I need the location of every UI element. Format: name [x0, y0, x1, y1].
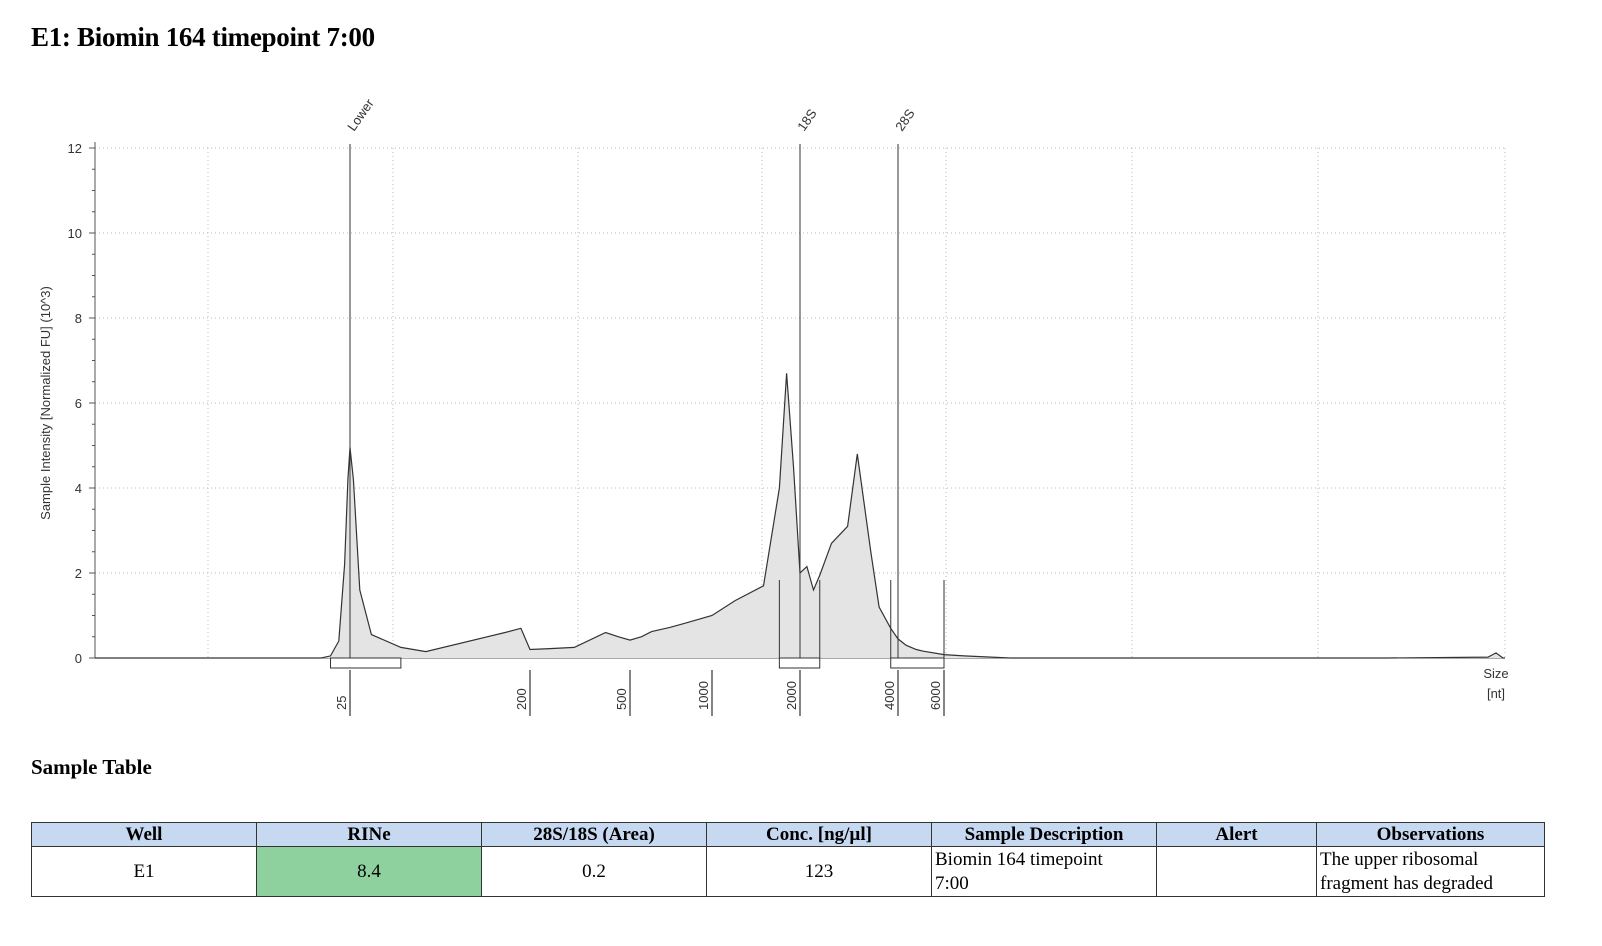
peak-integration-bracket	[778, 657, 821, 669]
y-axis-label: Sample Intensity [Normalized FU] (10^3)	[38, 286, 53, 520]
column-header-alert: Alert	[1156, 822, 1317, 847]
column-header-description: Sample Description	[931, 822, 1157, 847]
x-tick-label: 2000	[784, 681, 799, 710]
cell-rine: 8.4	[256, 846, 482, 897]
x-tick-label: 200	[514, 688, 529, 710]
column-header-well: Well	[31, 822, 257, 847]
peak-marker-label: 18S	[794, 106, 820, 134]
x-tick-label: 1000	[696, 681, 711, 710]
cell-alert	[1156, 846, 1317, 897]
observations-line-2: fragment has degraded	[1320, 873, 1494, 894]
page-title: E1: Biomin 164 timepoint 7:00	[31, 22, 375, 52]
y-tick-label: 10	[68, 226, 82, 241]
table-header-row: Well RINe 28S/18S (Area) Conc. [ng/µl] S…	[31, 822, 1545, 847]
y-tick-label: 8	[75, 311, 82, 326]
x-tick-label: 25	[334, 696, 349, 710]
y-tick-label: 4	[75, 481, 82, 496]
description-line-2: 7:00	[935, 873, 969, 894]
peak-marker-label: 28S	[892, 106, 918, 134]
y-tick-label: 0	[75, 651, 82, 666]
y-tick-label: 12	[68, 141, 82, 156]
peak-integration-bracket	[330, 657, 402, 669]
x-tick-label: 4000	[882, 681, 897, 710]
column-header-rine: RINe	[256, 822, 482, 847]
y-tick-label: 6	[75, 396, 82, 411]
peak-marker-label: Lower	[344, 96, 377, 134]
table-row: E1 8.4 0.2 123 Biomin 164 timepoint 7:00…	[31, 846, 1545, 897]
x-axis-label: Size	[1483, 666, 1508, 681]
column-header-observations: Observations	[1316, 822, 1545, 847]
cell-conc: 123	[706, 846, 932, 897]
sample-table-heading: Sample Table	[31, 755, 152, 779]
sample-table: Well RINe 28S/18S (Area) Conc. [ng/µl] S…	[31, 822, 1545, 897]
column-header-ratio: 28S/18S (Area)	[481, 822, 707, 847]
peak-integration-bracket	[890, 657, 945, 669]
column-header-conc: Conc. [ng/µl]	[706, 822, 932, 847]
y-tick-label: 2	[75, 566, 82, 581]
x-tick-label: 6000	[928, 681, 943, 710]
x-tick-label: 500	[614, 688, 629, 710]
cell-description: Biomin 164 timepoint 7:00	[931, 846, 1157, 897]
electropherogram-chart: 0 2 4 6 8 10 12 Sample Intensity [Normalized FU…	[38, 96, 1509, 716]
cell-well: E1	[31, 846, 257, 897]
observations-line-1: The upper ribosomal	[1320, 849, 1479, 870]
cell-observations: The upper ribosomal fragment has degrade…	[1316, 846, 1545, 897]
x-axis-unit-label: [nt]	[1487, 686, 1505, 701]
description-line-1: Biomin 164 timepoint	[935, 849, 1103, 870]
trace-line	[95, 373, 1505, 659]
cell-ratio: 0.2	[481, 846, 707, 897]
